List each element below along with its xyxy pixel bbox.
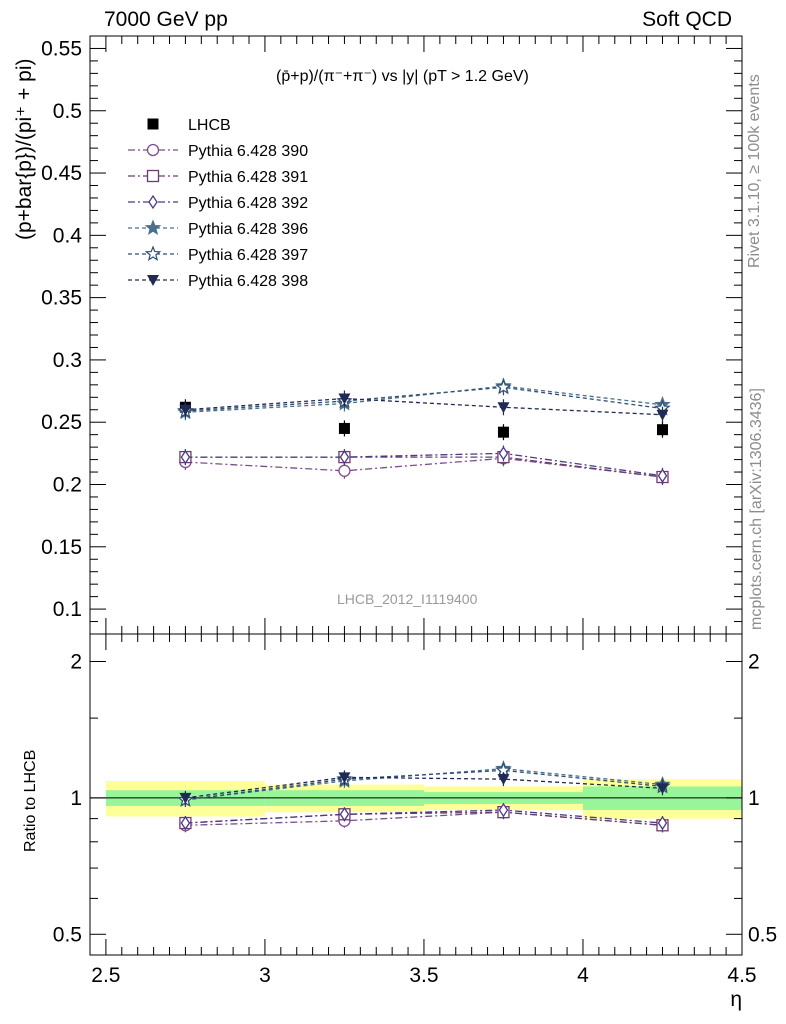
y-tick-label: 0.4 — [53, 224, 83, 247]
process-label: Soft QCD — [642, 8, 732, 31]
y-tick-label: 0.45 — [41, 162, 82, 185]
legend-label: LHCB — [188, 117, 231, 134]
y-tick-label: 0.15 — [41, 536, 82, 559]
y-axis-label-main: (p+bar{p})/(pi⁺ + pi) — [13, 58, 36, 240]
ratio-tick-label: 1 — [70, 787, 82, 810]
legend-label: Pythia 6.428 390 — [188, 143, 308, 160]
y-tick-label: 0.25 — [41, 411, 82, 434]
ratio-line-4 — [185, 769, 663, 801]
mc-point — [495, 378, 512, 395]
y-tick-label: 0.1 — [53, 598, 82, 621]
legend-marker — [146, 143, 160, 157]
series-line-6 — [185, 397, 663, 416]
y-axis-label-ratio: Ratio to LHCB — [22, 749, 39, 852]
mc-point — [656, 409, 669, 421]
mc-point — [339, 449, 350, 465]
y-tick-label: 0.55 — [41, 37, 82, 60]
x-tick-label: 4 — [577, 964, 589, 987]
ratio-tick-label-right: 0.5 — [748, 923, 777, 946]
ratio-tick-label: 2 — [70, 650, 82, 673]
mc-point — [657, 468, 668, 483]
legend-marker — [144, 219, 162, 236]
ratio-tick-label: 0.5 — [53, 923, 82, 946]
ratio-line-2 — [185, 809, 663, 824]
legend-marker — [148, 194, 158, 210]
series-line-3 — [185, 452, 663, 477]
legend-label: Pythia 6.428 398 — [188, 273, 308, 290]
x-tick-label: 2.5 — [91, 964, 120, 987]
legend-label: Pythia 6.428 391 — [188, 169, 308, 186]
data-point — [497, 426, 509, 438]
ratio-point — [339, 807, 350, 822]
data-point — [338, 422, 350, 434]
y-tick-label: 0.35 — [41, 287, 82, 310]
legend: LHCB Pythia 6.428 390 Pythia 6.428 391 Pyth… — [128, 117, 308, 290]
ratio-point — [657, 815, 668, 831]
source-reference-label: mcplots.cern.ch [arXiv:1306.3436] — [748, 388, 765, 630]
x-tick-label: 3 — [259, 964, 271, 987]
ratio-tick-label-right: 1 — [748, 787, 760, 810]
ratio-point — [179, 792, 192, 804]
plot-title: (p̄+p)/(π⁻+π⁻) vs |y| (pT > 1.2 GeV) — [276, 68, 529, 85]
analysis-id-label: LHCB_2012_I1119400 — [337, 591, 478, 607]
series-layer — [177, 377, 671, 833]
legend-marker — [147, 275, 159, 286]
legend-marker — [144, 245, 162, 262]
ratio-tick-label-right: 2 — [748, 650, 760, 673]
y-tick-label: 0.2 — [53, 474, 82, 497]
ratio-line-5 — [185, 776, 663, 799]
series-line-1 — [185, 457, 663, 478]
data-point — [656, 424, 668, 436]
y-tick-label: 0.3 — [53, 349, 82, 372]
legend-label: Pythia 6.428 396 — [188, 221, 308, 238]
mc-point — [180, 449, 191, 465]
y-tick-label: 0.5 — [53, 100, 82, 123]
ratio-point — [338, 772, 351, 784]
mc-point — [338, 393, 351, 405]
ratio-line-0 — [185, 811, 663, 826]
ratio-point — [497, 774, 510, 786]
mc-point — [498, 446, 509, 461]
series-line-5 — [185, 386, 663, 412]
ratio-point — [656, 783, 669, 795]
x-axis-label: η — [730, 988, 742, 1011]
series-line-2 — [185, 456, 663, 478]
mc-point — [179, 404, 192, 416]
legend-marker — [147, 118, 159, 130]
legend-label: Pythia 6.428 397 — [188, 247, 308, 264]
x-tick-label: 3.5 — [409, 964, 438, 987]
beam-energy-label: 7000 GeV pp — [104, 8, 228, 31]
rivet-version-label: Rivet 3.1.10, ≥ 100k events — [746, 74, 763, 268]
legend-label: Pythia 6.428 392 — [188, 195, 308, 212]
ratio-point — [498, 802, 509, 818]
x-tick-label: 4.5 — [727, 964, 756, 987]
axis-ticks: 0.1 0.15 0.2 0.25 0.3 0.35 0.4 0.45 0.5 0.55 0.5 0.… — [41, 35, 777, 987]
legend-marker — [146, 169, 160, 183]
mc-point — [338, 464, 351, 477]
ratio-point — [180, 815, 191, 831]
mc-point — [497, 402, 510, 414]
ratio-plot-frame — [89, 633, 743, 956]
